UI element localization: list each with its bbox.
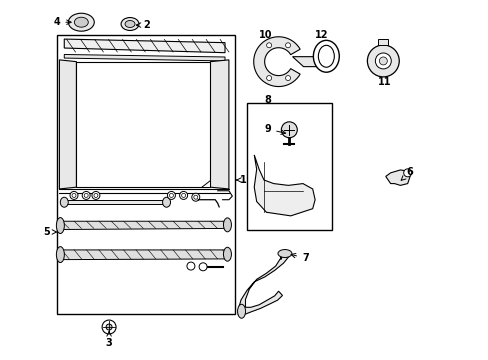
Ellipse shape [277,249,291,257]
Polygon shape [64,200,166,204]
Circle shape [102,320,116,334]
Ellipse shape [56,217,64,234]
Circle shape [285,43,290,48]
Circle shape [191,193,200,201]
Circle shape [199,263,206,271]
Polygon shape [59,60,76,189]
Polygon shape [253,37,300,86]
Circle shape [94,193,98,197]
Polygon shape [64,39,224,53]
Ellipse shape [313,40,339,72]
Polygon shape [59,250,228,260]
Polygon shape [385,170,409,185]
Text: 12: 12 [314,30,327,40]
Circle shape [266,76,271,81]
Circle shape [403,169,411,177]
Circle shape [169,193,173,197]
Text: 7: 7 [290,253,308,263]
Circle shape [379,57,386,65]
Bar [57,36,234,315]
Ellipse shape [162,197,170,207]
Circle shape [72,193,76,197]
Circle shape [181,193,185,197]
Bar [246,103,331,230]
Circle shape [70,192,78,199]
Circle shape [92,192,100,199]
Text: 2: 2 [136,20,150,30]
Circle shape [106,324,112,330]
Ellipse shape [223,247,231,261]
Ellipse shape [68,13,94,31]
Text: 4: 4 [54,17,71,27]
Polygon shape [378,39,387,45]
Polygon shape [200,180,210,187]
Text: 5: 5 [43,227,57,237]
Circle shape [82,192,90,199]
Text: 11: 11 [377,77,390,87]
Text: 8: 8 [264,95,271,105]
Ellipse shape [56,247,64,262]
Polygon shape [64,54,224,61]
Circle shape [366,45,398,77]
Ellipse shape [74,17,88,27]
Polygon shape [59,221,228,229]
Polygon shape [292,57,325,67]
Circle shape [285,76,290,81]
Text: 1: 1 [236,175,246,185]
Ellipse shape [60,197,68,207]
Ellipse shape [318,45,334,67]
Text: 9: 9 [264,124,285,134]
Text: 6: 6 [400,167,413,180]
Circle shape [186,262,195,270]
Circle shape [193,195,197,199]
Circle shape [84,193,88,197]
Circle shape [266,43,271,48]
Polygon shape [210,60,228,189]
Circle shape [281,122,297,138]
Circle shape [375,53,390,69]
Text: 10: 10 [258,30,272,40]
Circle shape [167,192,175,199]
Polygon shape [254,155,314,216]
Circle shape [179,192,187,199]
Text: 3: 3 [105,332,112,348]
Bar [76,62,210,187]
Ellipse shape [125,21,135,27]
Ellipse shape [223,218,231,232]
Ellipse shape [121,18,139,31]
Polygon shape [238,251,289,315]
Ellipse shape [237,304,245,318]
